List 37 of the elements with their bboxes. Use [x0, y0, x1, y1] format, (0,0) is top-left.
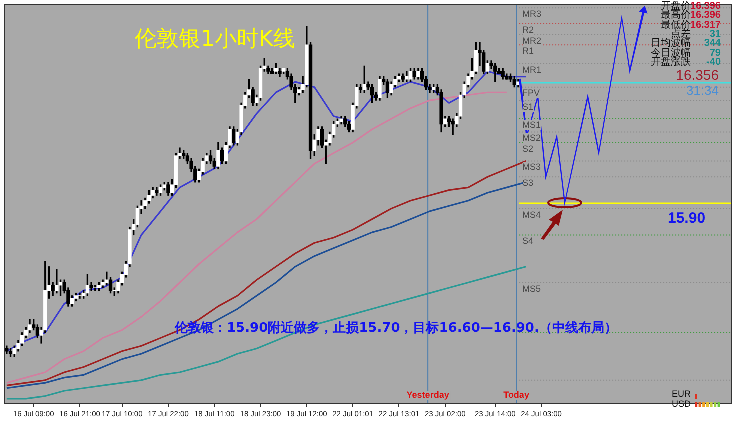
- ref-line-label: MR2: [522, 36, 542, 46]
- ref-line-label: MR3: [522, 9, 542, 20]
- ref-line-label: MS2: [522, 133, 542, 144]
- annotation: 31:34: [686, 83, 719, 98]
- candlestick: [78, 292, 82, 299]
- text: 最高价: [661, 10, 691, 22]
- text: 16.396: [690, 10, 721, 22]
- annotation: 今日波幅: [651, 48, 691, 58]
- text: USD: [672, 399, 692, 409]
- chart-title: 伦敦银1小时K线: [135, 26, 296, 54]
- text: Today: [502, 390, 530, 400]
- annotation: 最低价: [661, 20, 691, 31]
- ref-line-label: MR1: [522, 64, 542, 75]
- ref-line-label: S1: [522, 102, 534, 112]
- candlestick: [405, 71, 409, 82]
- annotation: -40: [706, 56, 721, 68]
- ref-line-label: R1: [522, 46, 534, 56]
- ref-line-label: MS3: [522, 162, 542, 172]
- annotation: 16.317: [690, 20, 721, 31]
- ref-line-label: S4: [522, 236, 534, 246]
- ref-line-label: MS1: [522, 120, 542, 130]
- annotation: 344: [704, 38, 721, 50]
- ref-line-label: FPV: [522, 88, 540, 98]
- annotation: 15.90: [668, 210, 706, 227]
- candlestick: [55, 269, 59, 294]
- text: Yesterday: [406, 390, 450, 400]
- text: EUR: [672, 389, 692, 399]
- candlestick: [451, 118, 455, 136]
- annotation: 16.356: [676, 67, 719, 84]
- ref-line-label: MS4: [522, 210, 542, 220]
- ref-line-label: MS5: [522, 284, 542, 294]
- ref-line-label: S3: [522, 178, 534, 188]
- annotation: 开盘涨跌: [651, 56, 691, 68]
- ref-line-label: R2: [522, 24, 534, 35]
- annotation: 79: [710, 48, 721, 58]
- annotation: 31: [710, 28, 721, 40]
- ref-line-label: S2: [522, 144, 534, 154]
